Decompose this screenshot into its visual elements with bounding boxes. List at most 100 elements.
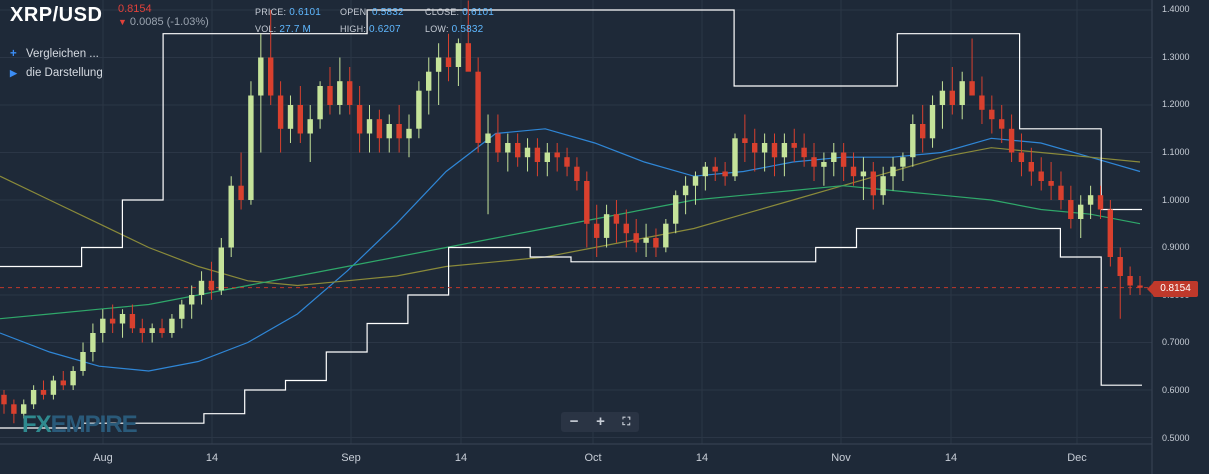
- candle-body: [1038, 171, 1044, 181]
- time-tick: 14: [944, 452, 958, 464]
- ohlc-vol-value: 27.7 M: [279, 24, 312, 35]
- candle-body: [198, 280, 205, 295]
- ohlc-price: PRICE: 0.6101: [255, 7, 321, 18]
- time-tick: 14: [454, 452, 468, 464]
- candle-body: [959, 81, 965, 105]
- candle-body: [939, 90, 946, 105]
- candle-body: [594, 223, 600, 238]
- ohlc-high-label: HIGH:: [340, 24, 367, 34]
- ohlc-close-value: 0.6101: [462, 7, 495, 18]
- ohlc-high-value: 0.6207: [369, 24, 401, 35]
- candle-body: [100, 318, 106, 333]
- candle-body: [455, 43, 462, 67]
- candle-body: [366, 119, 373, 134]
- fullscreen-button[interactable]: ⛶: [622, 416, 631, 428]
- ohlc-low-label: LOW:: [425, 24, 449, 34]
- candle-body: [761, 143, 768, 153]
- candle-body: [515, 143, 521, 158]
- candle-body: [910, 124, 916, 158]
- logo-fx: FX: [22, 411, 52, 438]
- candle-body: [564, 157, 570, 167]
- display-button[interactable]: ▶ die Darstellung: [10, 67, 103, 79]
- candle-body: [149, 328, 155, 333]
- candle-body: [426, 71, 432, 91]
- candle-body: [445, 57, 452, 67]
- candle-body: [653, 238, 659, 248]
- candle-body: [524, 147, 531, 158]
- candle-body: [80, 352, 86, 371]
- zoom-toolbar: − + ⛶: [561, 412, 639, 432]
- candle-body: [880, 176, 886, 196]
- candle-body: [1048, 181, 1054, 186]
- compare-button[interactable]: + Vergleichen ...: [10, 48, 99, 60]
- channel-lower-line: [0, 227, 1142, 429]
- candle-body: [771, 143, 778, 158]
- price-tick: 1.2000: [1162, 99, 1190, 109]
- candle-body: [376, 119, 383, 139]
- candle-body: [70, 371, 76, 386]
- candle-body: [732, 138, 738, 177]
- price-tick: 1.4000: [1162, 4, 1190, 14]
- ohlc-low-value: 0.5832: [451, 24, 484, 35]
- price-change-value: 0.0085 (-1.03%): [129, 16, 209, 28]
- ohlc-vol: VOL: 27.7 M: [255, 24, 311, 35]
- candle-body: [722, 171, 728, 177]
- price-tick: 1.1000: [1162, 147, 1190, 157]
- candle-body: [969, 81, 975, 96]
- candle-body: [949, 90, 955, 105]
- candle-body: [287, 105, 294, 129]
- zoom-out-button[interactable]: −: [569, 413, 579, 430]
- candle-body: [584, 181, 590, 224]
- last-price-marker: 0.8154: [1147, 281, 1198, 297]
- candle-body: [40, 390, 47, 395]
- candle-body: [574, 166, 580, 181]
- candle-body: [228, 185, 234, 248]
- last-price: 0.8154: [118, 3, 152, 15]
- display-label: die Darstellung: [26, 67, 103, 79]
- fxempire-logo: FXEMPIRE: [22, 411, 138, 439]
- candle-body: [90, 333, 96, 352]
- candle-body: [258, 57, 264, 96]
- candle-body: [613, 214, 620, 224]
- candle-body: [554, 152, 560, 158]
- candle-body: [396, 124, 402, 139]
- candle-body: [850, 166, 857, 177]
- ohlc-price-value: 0.6101: [289, 7, 322, 18]
- candle-body: [979, 95, 985, 110]
- zoom-in-button[interactable]: +: [596, 413, 605, 430]
- candle-body: [811, 157, 817, 167]
- price-tick: 1.0000: [1162, 195, 1190, 205]
- candle-body: [1078, 204, 1084, 219]
- chart-header: XRP/USD: [10, 4, 102, 27]
- candle-body: [1, 394, 7, 405]
- time-tick: Nov: [831, 452, 851, 464]
- price-tick: 1.3000: [1162, 52, 1190, 62]
- candle-body: [742, 138, 748, 143]
- candle-body: [860, 171, 867, 177]
- time-tick: 14: [695, 452, 709, 464]
- price-change: ▼ 0.0085 (-1.03%): [118, 16, 209, 28]
- time-tick: 14: [205, 452, 219, 464]
- candle-body: [277, 95, 284, 129]
- candle-body: [327, 86, 333, 105]
- candle-body: [435, 57, 442, 72]
- candle-body: [248, 95, 254, 200]
- moving-average-line-blue: [0, 128, 1141, 372]
- ohlc-open: OPEN: 0.5832: [340, 7, 404, 18]
- candle-body: [1137, 285, 1143, 288]
- candle-body: [870, 171, 876, 196]
- candle-body: [1107, 209, 1113, 257]
- candle-body: [109, 318, 116, 324]
- candle-body: [347, 81, 353, 105]
- candle-body: [920, 124, 926, 139]
- candle-body: [840, 152, 847, 167]
- candle-body: [356, 105, 363, 134]
- symbol-title: XRP/USD: [10, 4, 103, 26]
- candle-body: [238, 185, 244, 200]
- candle-body: [643, 238, 649, 243]
- candle-body: [119, 314, 126, 324]
- time-tick: Dec: [1067, 452, 1087, 464]
- candle-body: [663, 223, 669, 248]
